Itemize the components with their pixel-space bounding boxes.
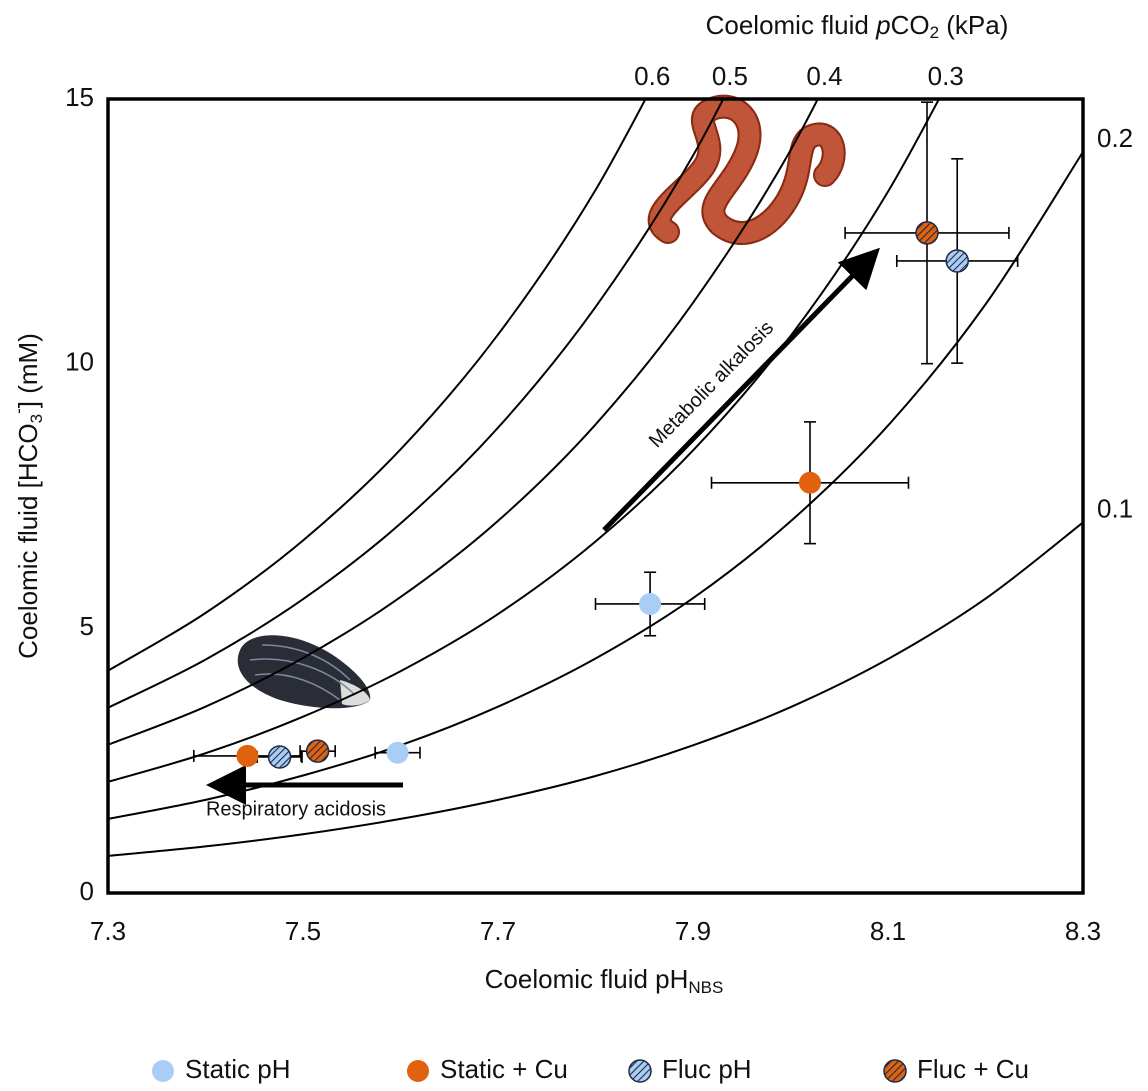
label-part: CO	[891, 10, 930, 40]
label-part: Coelomic fluid	[706, 10, 877, 40]
legend-label: Fluc pH	[662, 1054, 752, 1084]
point	[236, 745, 258, 767]
x-tick-label: 7.5	[285, 916, 321, 946]
y-tick-label: 5	[80, 611, 94, 641]
isopleth	[108, 152, 1083, 819]
isopleth-label: 0.3	[928, 61, 964, 91]
x-tick-label: 7.9	[675, 916, 711, 946]
legend-marker	[629, 1060, 651, 1082]
label-part: Coelomic fluid pH	[485, 964, 689, 994]
legend-marker	[884, 1060, 906, 1082]
plot-frame	[108, 99, 1083, 893]
legend-label: Static pH	[185, 1054, 291, 1084]
isopleth-label: 0.6	[634, 61, 670, 91]
point	[307, 740, 329, 762]
isopleth-label: 0.1	[1097, 493, 1133, 523]
y-axis-title: Coelomic fluid [HCO3-] (mM)	[9, 333, 46, 659]
label-part: (kPa)	[939, 10, 1008, 40]
metabolic-arrow	[604, 262, 866, 530]
isopleth-label: 0.2	[1097, 123, 1133, 153]
legend-marker	[407, 1060, 429, 1082]
chart: Coelomic fluid pCO2 (kPa) Coelomic fluid…	[0, 0, 1148, 1091]
point	[916, 222, 938, 244]
x-tick-label: 8.3	[1065, 916, 1101, 946]
label-part: NBS	[688, 978, 723, 997]
x-tick-label: 7.7	[480, 916, 516, 946]
x-tick-label: 8.1	[870, 916, 906, 946]
point	[946, 250, 968, 272]
y-tick-label: 15	[65, 82, 94, 112]
y-tick-label: 10	[65, 347, 94, 377]
label-part: ] (mM)	[13, 333, 43, 408]
point	[639, 593, 661, 615]
isopleth	[108, 0, 888, 745]
label-part: 3	[27, 414, 46, 423]
isopleth-label: 0.4	[806, 61, 842, 91]
isopleth-label: 0.5	[712, 61, 748, 91]
point	[269, 746, 291, 768]
legend-marker	[152, 1060, 174, 1082]
isopleths	[108, 0, 1083, 856]
y-tick-label: 0	[80, 876, 94, 906]
point	[387, 742, 409, 764]
isopleth	[108, 8, 693, 671]
x-tick-label: 7.3	[90, 916, 126, 946]
point	[799, 472, 821, 494]
label-part: 2	[930, 23, 939, 42]
label-part: Coelomic fluid [HCO	[13, 423, 43, 659]
legend-label: Fluc + Cu	[917, 1054, 1029, 1084]
legend-label: Static + Cu	[440, 1054, 568, 1084]
x-axis-title: Coelomic fluid pHNBS	[485, 964, 724, 998]
mussel-illustration	[238, 635, 370, 708]
label-part: p	[875, 10, 890, 40]
annotation: Respiratory acidosis	[206, 798, 386, 820]
top-axis-title: Coelomic fluid pCO2 (kPa)	[706, 10, 1009, 43]
